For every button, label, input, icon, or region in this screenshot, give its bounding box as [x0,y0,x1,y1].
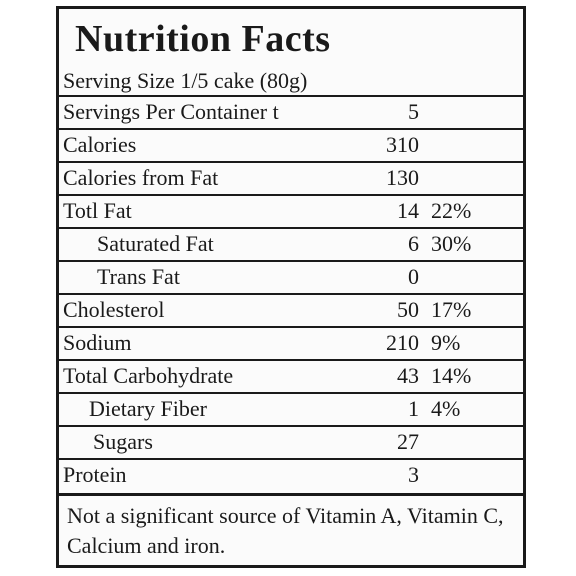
label-title: Nutrition Facts [75,18,331,60]
row-amount: 310 [386,132,419,157]
row-trans-fat: Trans Fat 0 [59,260,523,293]
nutrition-label: Nutrition Facts Serving Size 1/5 cake (8… [56,6,526,568]
row-daily-value: 14% [431,363,472,388]
row-name: Dietary Fiber [89,396,207,421]
row-dietary-fiber: Dietary Fiber 1 4% [59,392,523,425]
row-amount: 27 [397,429,419,454]
row-amount: 50 [397,297,419,322]
row-total-carbohydrate: Total Carbohydrate 43 14% [59,359,523,392]
row-amount: 5 [408,99,419,124]
row-saturated-fat: Saturated Fat 6 30% [59,227,523,260]
row-name: Totl Fat [63,198,132,223]
row-name: Sugars [93,429,153,454]
row-daily-value: 17% [431,297,472,322]
footnote-divider [59,493,523,496]
row-amount: 1 [408,396,419,421]
row-name: Trans Fat [97,264,180,289]
row-total-fat: Totl Fat 14 22% [59,194,523,227]
row-daily-value: 4% [431,396,461,421]
row-sugars: Sugars 27 [59,425,523,458]
row-name: Saturated Fat [97,231,214,256]
row-name: Protein [63,462,127,487]
row-amount: 130 [386,165,419,190]
row-name: Sodium [63,330,132,355]
row-daily-value: 9% [431,330,461,355]
row-name: Total Carbohydrate [63,363,234,388]
row-name: Calories from Fat [63,165,219,190]
row-calories-from-fat: Calories from Fat 130 [59,161,523,194]
row-cholesterol: Cholesterol 50 17% [59,293,523,326]
serving-size: Serving Size 1/5 cake (80g) [63,68,308,93]
row-servings-per-container: Servings Per Container t 5 [59,95,523,128]
row-sodium: Sodium 210 9% [59,326,523,359]
row-amount: 210 [386,330,419,355]
row-amount: 43 [397,363,419,388]
row-protein: Protein 3 [59,458,523,491]
row-calories: Calories 310 [59,128,523,161]
row-amount: 14 [397,198,419,223]
row-amount: 3 [408,462,419,487]
row-name: Servings Per Container t [63,99,279,124]
row-amount: 0 [408,264,419,289]
row-amount: 6 [408,231,419,256]
row-name: Calories [63,132,137,157]
row-daily-value: 30% [431,231,472,256]
row-name: Cholesterol [63,297,165,322]
footnote: Not a significant source of Vitamin A, V… [67,503,504,558]
row-daily-value: 22% [431,198,472,223]
